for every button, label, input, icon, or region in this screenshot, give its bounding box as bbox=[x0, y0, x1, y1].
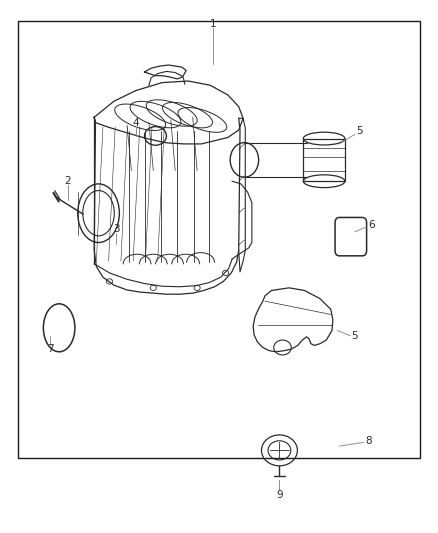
Text: 5: 5 bbox=[356, 126, 363, 135]
Text: 5: 5 bbox=[351, 331, 358, 341]
Text: 2: 2 bbox=[64, 176, 71, 186]
Bar bbox=[18, 21, 420, 458]
Text: 3: 3 bbox=[113, 224, 120, 234]
Text: 1: 1 bbox=[210, 19, 217, 29]
Text: 6: 6 bbox=[368, 220, 375, 230]
Text: 8: 8 bbox=[365, 437, 372, 446]
Text: 9: 9 bbox=[276, 490, 283, 499]
Text: 4: 4 bbox=[132, 118, 139, 127]
Bar bbox=[303, 139, 345, 181]
Text: 7: 7 bbox=[47, 344, 54, 354]
